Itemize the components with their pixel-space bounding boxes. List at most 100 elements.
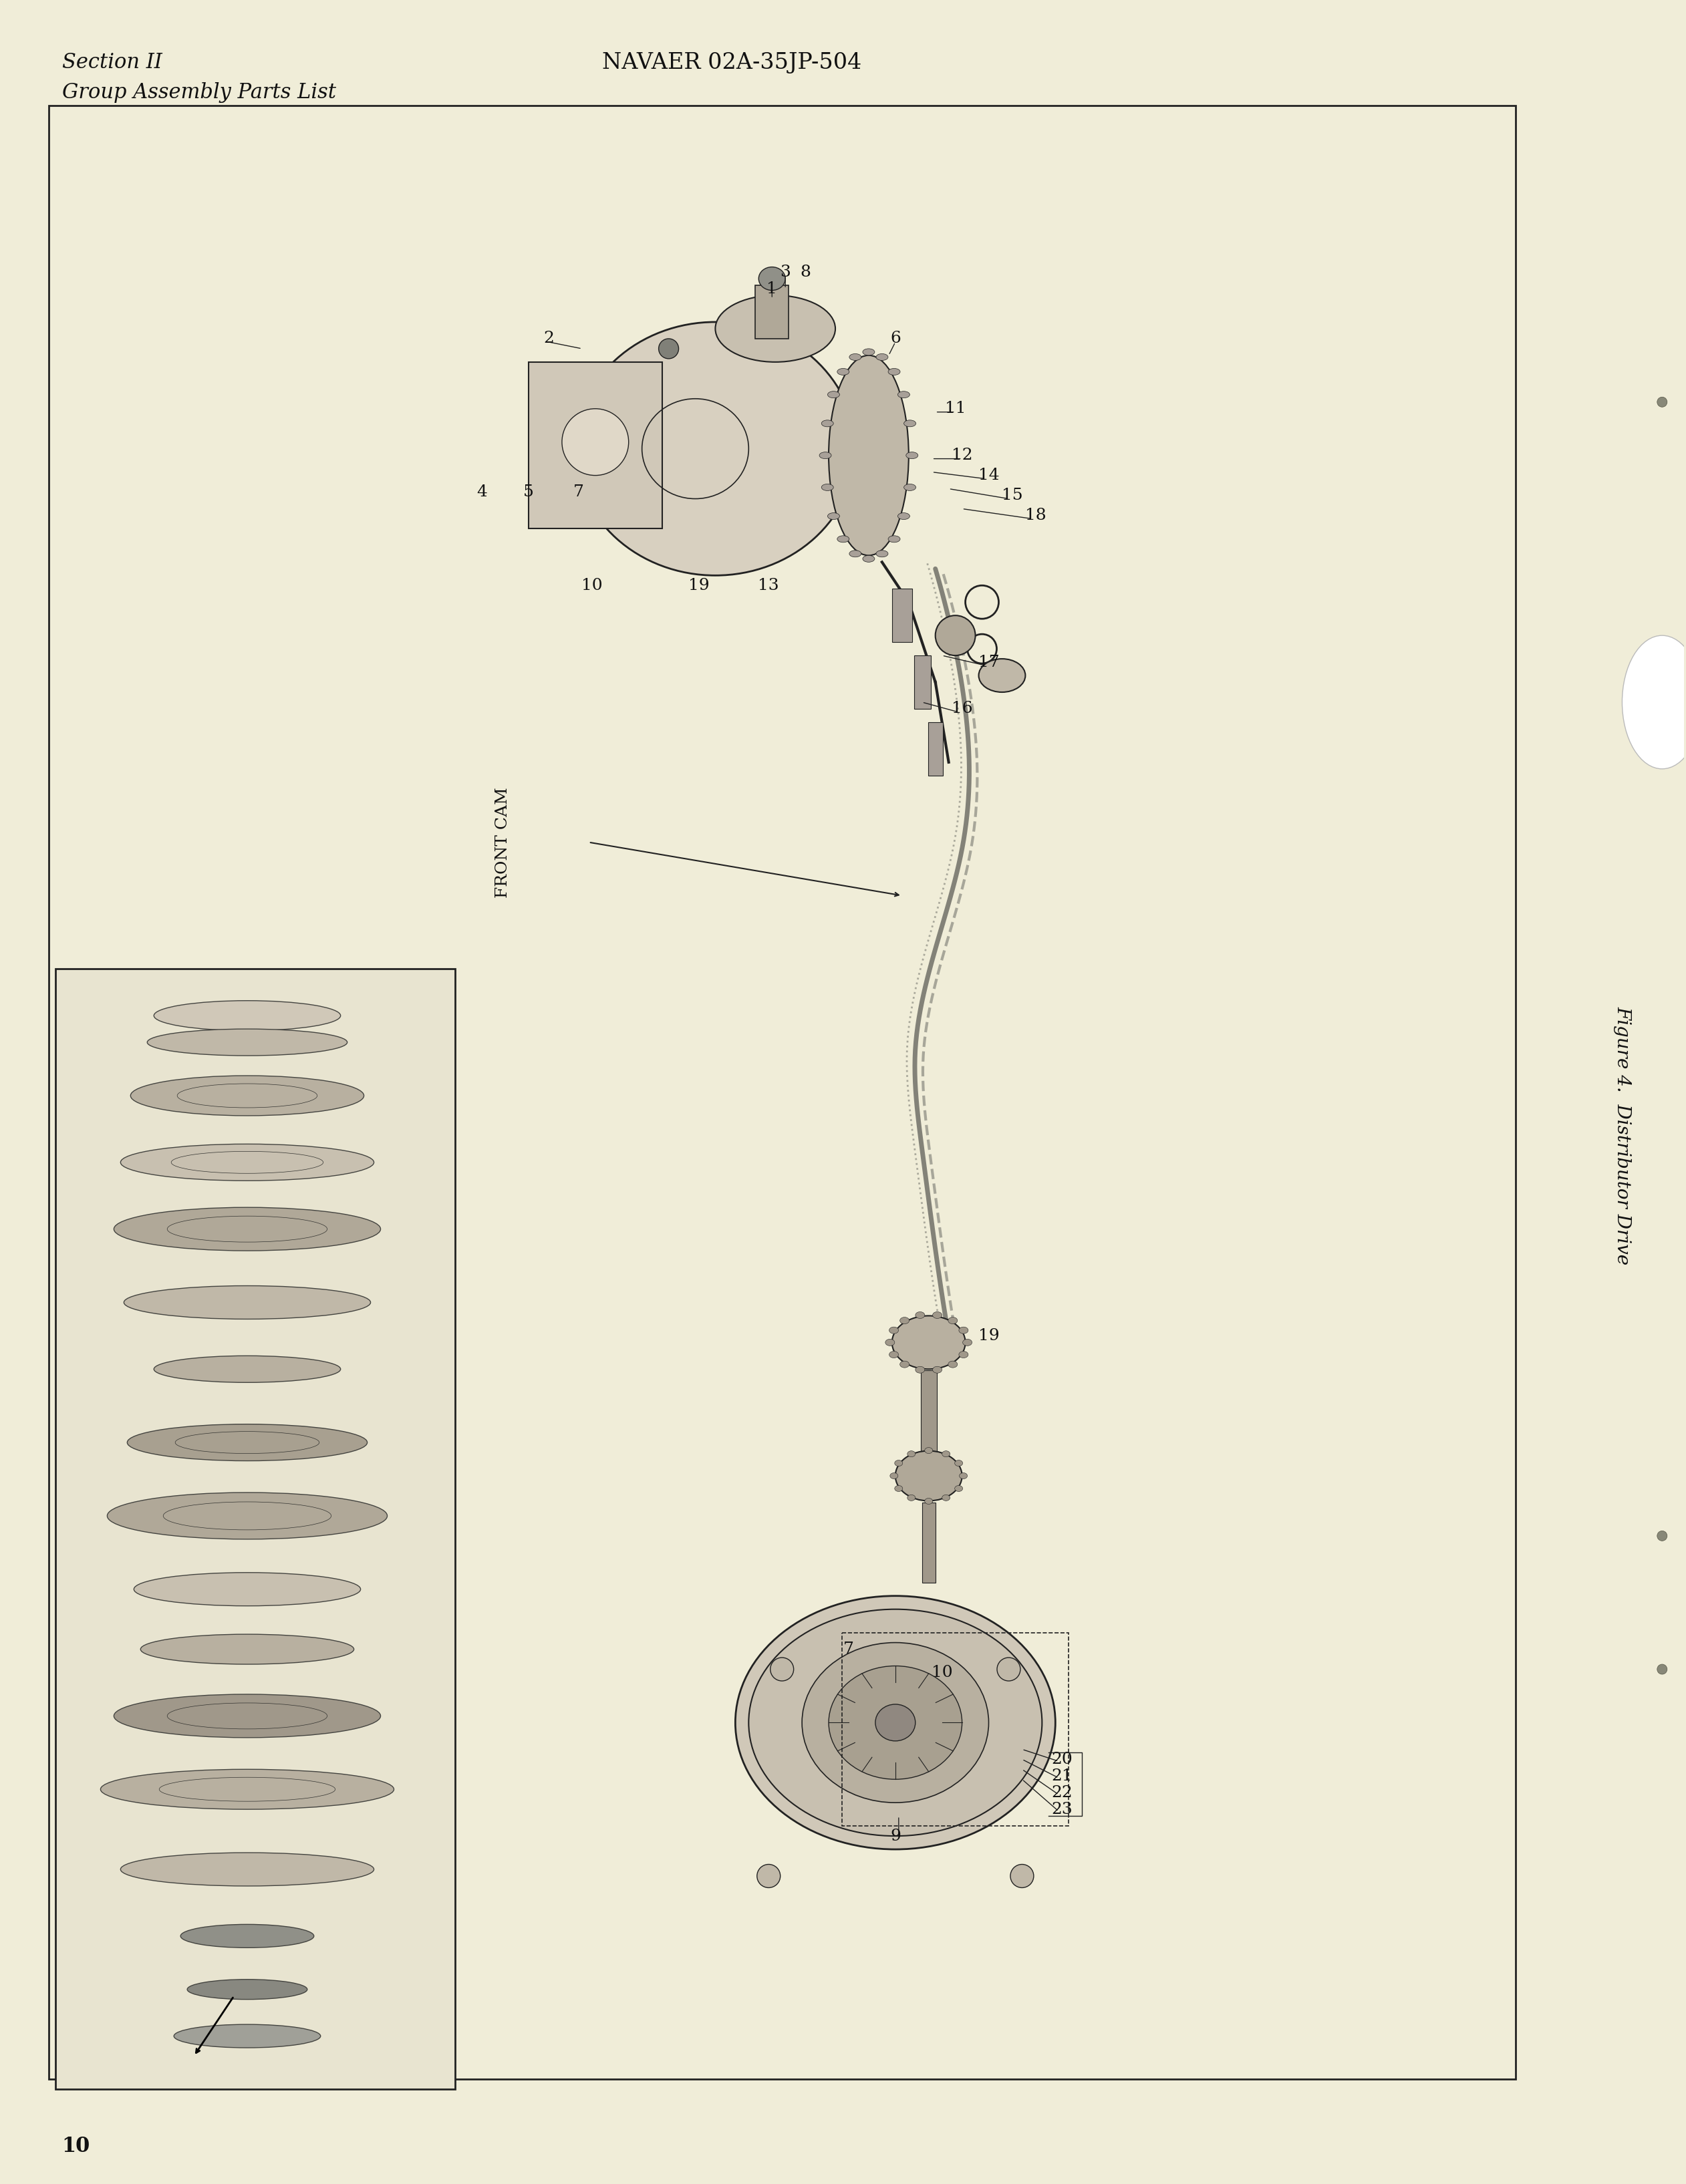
Ellipse shape [978,660,1025,692]
Ellipse shape [900,1361,909,1367]
Ellipse shape [803,1642,988,1802]
Ellipse shape [885,1339,895,1345]
Ellipse shape [759,266,786,290]
Text: 13: 13 [759,579,779,594]
Ellipse shape [715,295,835,363]
Ellipse shape [932,1367,942,1374]
Ellipse shape [877,354,889,360]
Ellipse shape [932,1313,942,1319]
Text: 10: 10 [62,2136,89,2158]
Text: Group Assembly Parts List: Group Assembly Parts List [62,81,336,103]
Text: 2: 2 [543,332,555,347]
Text: 15: 15 [1001,487,1023,502]
Text: 6: 6 [890,332,900,347]
Bar [914,655,931,710]
Text: 4: 4 [477,485,487,500]
Ellipse shape [892,1315,966,1369]
Ellipse shape [889,1352,899,1358]
Ellipse shape [895,1461,902,1465]
Ellipse shape [996,1658,1020,1682]
Ellipse shape [959,1328,968,1334]
Ellipse shape [123,1286,371,1319]
Ellipse shape [130,1077,364,1116]
Ellipse shape [828,391,840,397]
Text: 22: 22 [1052,1784,1072,1800]
Ellipse shape [875,1704,915,1741]
Ellipse shape [907,1450,915,1457]
Ellipse shape [153,1356,341,1382]
Ellipse shape [1010,1865,1034,1887]
Ellipse shape [954,1461,963,1465]
Ellipse shape [828,513,840,520]
Ellipse shape [126,1424,368,1461]
Text: 7: 7 [573,485,583,500]
Ellipse shape [120,1144,374,1182]
Ellipse shape [819,452,831,459]
Ellipse shape [153,1000,341,1031]
Text: 19: 19 [688,579,710,594]
Ellipse shape [895,1485,902,1492]
Ellipse shape [954,1485,963,1492]
Bar [922,1503,936,1583]
Bar [892,590,912,642]
Ellipse shape [942,1450,949,1457]
Text: 12: 12 [951,448,973,463]
Ellipse shape [115,1208,381,1251]
Ellipse shape [771,1658,794,1682]
Ellipse shape [915,1313,924,1319]
Ellipse shape [897,391,910,397]
Ellipse shape [147,1029,347,1055]
Bar [927,723,942,775]
Text: 10: 10 [931,1664,953,1679]
Ellipse shape [108,1492,388,1540]
Ellipse shape [900,1317,909,1324]
Text: 14: 14 [978,467,1000,483]
Ellipse shape [659,339,679,358]
Ellipse shape [889,1328,899,1334]
Text: 23: 23 [1052,1802,1072,1817]
Ellipse shape [561,408,629,476]
Text: 1: 1 [767,282,777,297]
Ellipse shape [863,349,875,356]
Ellipse shape [115,1695,381,1738]
Text: 5: 5 [523,485,534,500]
Text: FRONT CAM: FRONT CAM [496,786,511,898]
Text: 21: 21 [1052,1769,1072,1784]
Ellipse shape [1622,636,1686,769]
Ellipse shape [863,555,875,561]
Ellipse shape [1657,1664,1667,1675]
Ellipse shape [757,1865,781,1887]
Ellipse shape [174,2025,320,2049]
Ellipse shape [889,369,900,376]
Ellipse shape [942,1494,949,1500]
Ellipse shape [905,452,917,459]
Ellipse shape [895,1450,963,1500]
Ellipse shape [821,485,833,491]
Text: 3: 3 [781,264,791,280]
Text: 16: 16 [951,701,973,716]
Ellipse shape [907,1494,915,1500]
Ellipse shape [959,1352,968,1358]
Ellipse shape [187,1979,307,1998]
Text: 7: 7 [843,1642,855,1658]
Ellipse shape [963,1339,973,1345]
Ellipse shape [133,1572,361,1605]
Ellipse shape [180,1924,314,1948]
Ellipse shape [838,535,850,542]
Ellipse shape [948,1361,958,1367]
Bar [49,105,1516,2079]
Ellipse shape [821,419,833,426]
Text: 10: 10 [582,579,602,594]
Ellipse shape [904,485,915,491]
Ellipse shape [948,1317,958,1324]
Ellipse shape [828,356,909,555]
Ellipse shape [897,513,910,520]
Ellipse shape [140,1634,354,1664]
Ellipse shape [1657,1531,1667,1542]
Text: 11: 11 [944,402,966,417]
Text: Section II: Section II [62,52,162,72]
Ellipse shape [120,1852,374,1887]
Ellipse shape [735,1597,1055,1850]
Text: 17: 17 [978,655,1000,670]
Ellipse shape [575,321,855,574]
